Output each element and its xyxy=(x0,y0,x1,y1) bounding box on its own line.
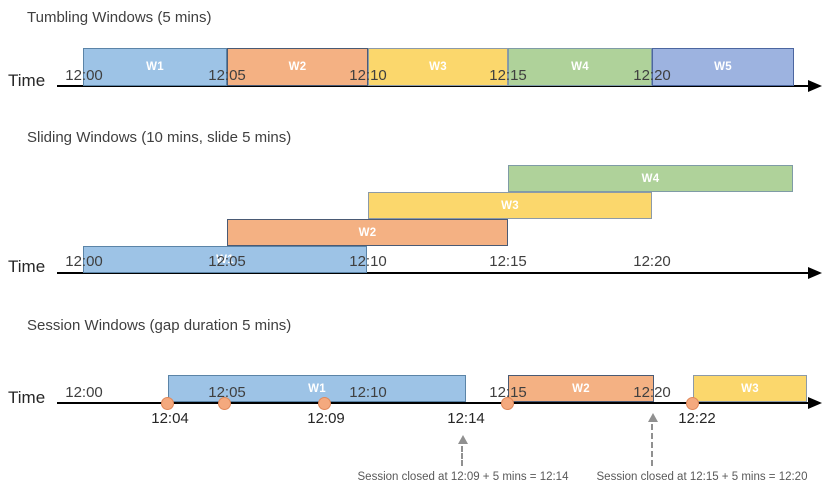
sliding-tick-1215: 12:15 xyxy=(489,253,527,270)
event-label-1214: 12:14 xyxy=(447,410,485,427)
session-window-w2: W2 xyxy=(508,375,654,402)
session-closed-annotation-2: Session closed at 12:15 + 5 mins = 12:20 xyxy=(596,471,808,483)
session-time-axis-label: Time xyxy=(8,388,46,407)
annotation-arrow-up-icon xyxy=(458,435,468,444)
session-closed-annotation-1: Session closed at 12:09 + 5 mins = 12:14 xyxy=(357,471,569,483)
tumbling-window-w1: W1 xyxy=(83,48,227,86)
event-label-1222: 12:22 xyxy=(678,410,716,427)
tumbling-time-axis-label: Time xyxy=(8,71,46,90)
session-window-w1: W1 xyxy=(168,375,466,402)
session-axis-arrowhead-icon xyxy=(808,397,822,409)
tumbling-window-w4-label: W4 xyxy=(571,61,589,73)
session-window-w3-label: W3 xyxy=(741,382,759,395)
session-tick-1200: 12:00 xyxy=(65,384,103,401)
session-window-w3: W3 xyxy=(693,375,807,402)
tumbling-window-w3: W3 xyxy=(368,48,508,86)
session-time-axis xyxy=(57,402,808,404)
sliding-window-w3: W3 xyxy=(368,192,652,219)
annotation-arrow-up-icon xyxy=(648,413,658,422)
sliding-tick-1210: 12:10 xyxy=(349,253,387,270)
session-window-w1-label: W1 xyxy=(308,382,326,395)
sliding-tick-1220: 12:20 xyxy=(633,253,671,270)
tumbling-time-axis xyxy=(57,85,808,87)
tumbling-window-w5-label: W5 xyxy=(714,61,732,73)
event-dot-1206 xyxy=(218,397,231,410)
session-tick-1215: 12:15 xyxy=(489,384,527,401)
tumbling-window-w4: W4 xyxy=(508,48,652,86)
annotation-arrow-line xyxy=(651,424,653,466)
sliding-section-title: Sliding Windows (10 mins, slide 5 mins) xyxy=(27,129,292,146)
sliding-window-w3-label: W3 xyxy=(501,199,519,212)
session-tick-1205: 12:05 xyxy=(208,384,246,401)
sliding-window-w2-label: W2 xyxy=(358,226,377,239)
session-window-w2-label: W2 xyxy=(572,382,590,395)
tumbling-section-title: Tumbling Windows (5 mins) xyxy=(27,9,212,26)
tumbling-window-w1-label: W1 xyxy=(146,61,164,73)
sliding-window-w1: W1 xyxy=(83,246,367,273)
annotation-arrow-line xyxy=(461,446,463,466)
event-label-1204: 12:04 xyxy=(151,410,189,427)
event-dot-1209 xyxy=(318,397,331,410)
sliding-window-w4-label: W4 xyxy=(641,172,660,185)
tumbling-window-w3-label: W3 xyxy=(429,61,447,73)
tumbling-tick-1210: 12:10 xyxy=(349,67,387,84)
tumbling-tick-1200: 12:00 xyxy=(65,67,103,84)
tumbling-tick-1205: 12:05 xyxy=(208,67,246,84)
sliding-tick-1200: 12:00 xyxy=(65,253,103,270)
sliding-axis-arrowhead-icon xyxy=(808,267,822,279)
session-tick-1220: 12:20 xyxy=(633,384,671,401)
session-section-title: Session Windows (gap duration 5 mins) xyxy=(27,317,292,334)
session-tick-1210: 12:10 xyxy=(349,384,387,401)
sliding-window-w1-label: W1 xyxy=(216,253,234,266)
event-dot-1222 xyxy=(686,397,699,410)
tumbling-tick-1215: 12:15 xyxy=(489,67,527,84)
tumbling-axis-arrowhead-icon xyxy=(808,80,822,92)
tumbling-window-w5: W5 xyxy=(652,48,794,86)
event-dot-1215 xyxy=(501,397,514,410)
tumbling-tick-1220: 12:20 xyxy=(633,67,671,84)
sliding-window-w4: W4 xyxy=(508,165,793,192)
sliding-tick-1205: 12:05 xyxy=(208,253,246,270)
sliding-time-axis-label: Time xyxy=(8,257,46,276)
tumbling-window-w2-label: W2 xyxy=(288,61,307,73)
event-label-1209: 12:09 xyxy=(307,410,345,427)
event-dot-1204 xyxy=(161,397,174,410)
sliding-window-w2: W2 xyxy=(227,219,508,246)
tumbling-window-w2: W2 xyxy=(227,48,368,86)
sliding-time-axis xyxy=(57,272,808,274)
